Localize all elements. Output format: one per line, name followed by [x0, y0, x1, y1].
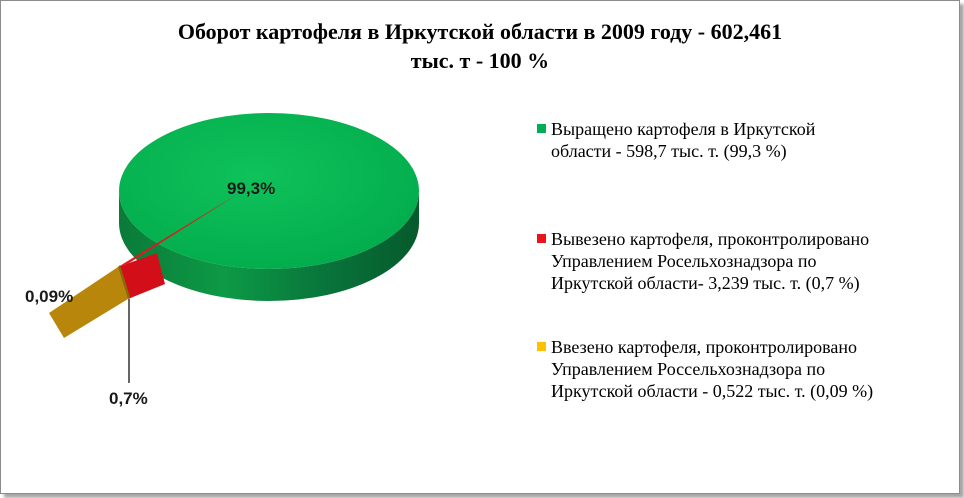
data-label-imported: 0,09% [25, 287, 73, 306]
legend-text-grown-2: области - 598,7 тыс. т. (99,3 %) [551, 141, 787, 161]
legend-swatch-grown [537, 124, 546, 133]
legend-swatch-exported [537, 234, 546, 243]
legend-item-imported: Ввезено картофеля, проконтролировано Упр… [537, 336, 873, 402]
slice-imported [49, 267, 128, 338]
legend-item-grown: Выращено картофеля в Иркутской области -… [537, 118, 815, 162]
chart-title-line-1: Оборот картофеля в Иркутской области в 2… [177, 19, 783, 44]
slice-grown [119, 113, 419, 269]
chart-title: Оборот картофеля в Иркутской области в 2… [1, 17, 959, 75]
legend-text-exported-2: Управлением Роcельхознадзора по [551, 251, 817, 271]
legend-text-imported-1: Ввезено картофеля, проконтролировано [551, 337, 858, 357]
legend-text-imported-2: Управлением Россельхознадзора по [551, 359, 826, 379]
legend-text-exported-1: Вывезено картофеля, проконтролировано [551, 229, 870, 249]
legend-text-grown-1: Выращено картофеля в Иркутской [551, 119, 816, 139]
legend-swatch-imported [537, 342, 546, 351]
data-label-grown: 99,3% [227, 179, 275, 198]
slice-exported-top [118, 192, 241, 267]
slice-grown-side [119, 191, 419, 301]
chart-title-line-2: тыс. т - 100 % [410, 48, 550, 73]
slice-imported-edge [118, 265, 130, 299]
legend-text-exported-3: Иркутской области- 3,239 тыс. т. (0,7 %) [551, 273, 860, 293]
legend-item-exported: Вывезено картофеля, проконтролировано Уп… [537, 228, 869, 294]
data-label-exported: 0,7% [109, 389, 148, 408]
legend-text-imported-3: Иркутской области - 0,522 тыс. т. (0,09 … [551, 381, 874, 401]
slice-exported [118, 253, 165, 299]
